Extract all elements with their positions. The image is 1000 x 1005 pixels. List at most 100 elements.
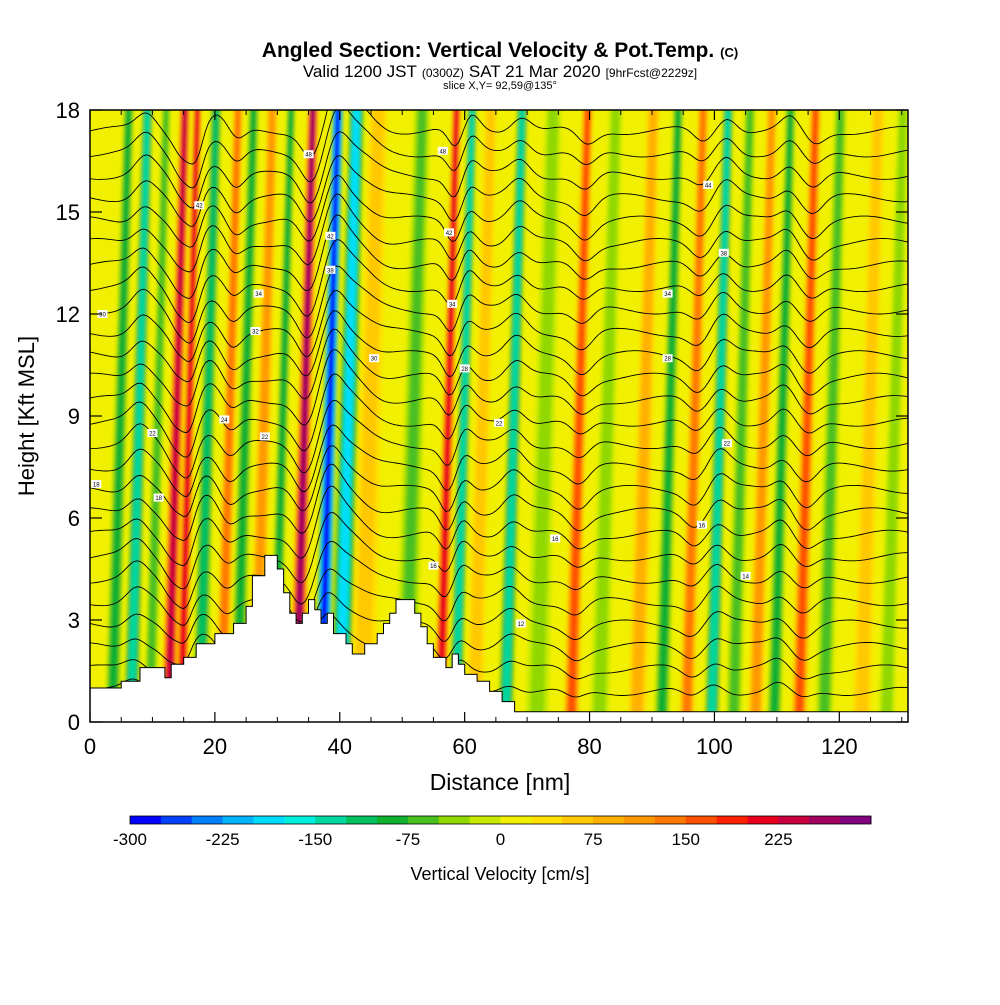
velocity-band: [354, 110, 384, 722]
velocity-band: [529, 110, 559, 722]
velocity-band: [127, 110, 150, 722]
y-axis: 0 3 6 9 12 15 18: [56, 98, 908, 735]
contour-label: 30: [371, 357, 378, 363]
colorbar-swatch: [284, 816, 316, 824]
contour-label-box: [447, 299, 458, 308]
potential-temperature-contours: [90, 110, 908, 714]
contour-label-box: [459, 364, 470, 373]
y-tick-label: 9: [68, 404, 80, 429]
contour-label-box: [194, 201, 205, 210]
velocity-band: [881, 110, 907, 722]
velocity-band: [593, 110, 620, 722]
velocity-band: [631, 110, 657, 722]
contour-label: 22: [261, 435, 268, 441]
isentrope-line: [90, 155, 908, 227]
colorbar-tick-label: -225: [206, 830, 240, 849]
colorbar-swatch: [654, 816, 687, 824]
chart-subtitle-valid: Valid 1200 JST (0300Z) SAT 21 Mar 2020 [9hr…: [303, 62, 697, 81]
velocity-band: [145, 110, 169, 722]
colorbar-swatch: [346, 816, 378, 824]
x-axis-label: Distance [nm]: [430, 769, 571, 795]
isentrope-line: [90, 214, 908, 299]
isentrope-line: [90, 239, 908, 324]
x-axis: 0 20 40 60 80 100 120: [84, 110, 903, 759]
contour-label-box: [740, 571, 751, 580]
x-tick-label: 100: [696, 734, 733, 759]
contour-label-box: [97, 310, 108, 318]
x-tick-label: 40: [328, 734, 352, 759]
x-tick-label: 0: [84, 734, 96, 759]
contour-label: 32: [252, 330, 259, 336]
colorbar-tick-label: -300: [113, 830, 147, 849]
contour-label: 34: [255, 292, 262, 298]
contour-label: 22: [149, 432, 156, 438]
contour-label-box: [718, 248, 729, 257]
isentrope-line: [90, 540, 908, 610]
contour-labels: 18 30 22 18 42 24 32 34 22 48 42 38 30 48 42 34 28 16 22 12…: [91, 146, 751, 628]
colorbar-frame: [129, 815, 872, 825]
y-tick-label: 15: [56, 200, 80, 225]
x-tick-label: 60: [452, 734, 476, 759]
contour-label-box: [253, 289, 264, 298]
contour-label: 16: [699, 523, 706, 529]
contour-label: 34: [664, 292, 671, 298]
velocity-band: [196, 110, 219, 722]
y-tick-label: 6: [68, 506, 80, 531]
colorbar-swatch: [562, 816, 594, 824]
contour-label: 44: [705, 183, 712, 189]
colorbar: -300 -225 -150 -75 0 75 150 225: [113, 815, 872, 849]
contour-label: 14: [742, 574, 749, 580]
velocity-field: [104, 110, 908, 722]
contour-label-box: [153, 493, 164, 502]
colorbar-swatch: [438, 816, 471, 824]
velocity-band: [657, 110, 681, 722]
colorbar-tick-label: 75: [584, 830, 603, 849]
colorbar-swatch: [377, 816, 409, 824]
contour-label-box: [428, 561, 439, 570]
colorbar-swatch: [222, 816, 254, 824]
contour-label-box: [250, 327, 261, 335]
isentrope-line: [90, 485, 908, 567]
isentrope-line: [90, 568, 908, 626]
contour-label-box: [662, 354, 673, 363]
colorbar-swatch: [130, 816, 162, 824]
contour-label-box: [662, 289, 673, 298]
colorbar-tick-label: -75: [396, 830, 421, 849]
contour-label-box: [303, 150, 314, 159]
colorbar-swatch: [747, 816, 779, 824]
velocity-band: [819, 110, 844, 722]
contour-label-box: [494, 418, 504, 427]
velocity-band: [468, 110, 495, 722]
velocity-band: [729, 110, 754, 722]
contour-label: 48: [439, 149, 446, 155]
velocity-band: [437, 110, 459, 722]
velocity-band: [233, 110, 257, 722]
contour-label: 28: [664, 357, 671, 363]
velocity-band: [770, 110, 794, 722]
velocity-band: [683, 110, 706, 722]
contour-label: 38: [327, 268, 334, 274]
colorbar-tick-label: 0: [496, 830, 505, 849]
contour-label: 34: [449, 302, 456, 308]
contour-label: 22: [724, 442, 731, 448]
isentrope-line: [90, 193, 908, 273]
colorbar-tick-label: -150: [298, 830, 332, 849]
isentrope-line: [90, 512, 908, 590]
contour-label: 24: [221, 418, 228, 424]
velocity-band: [400, 110, 427, 722]
isentrope-line: [90, 175, 908, 248]
contour-label-box: [91, 480, 102, 488]
contour-label-box: [325, 265, 336, 274]
isentrope-line: [90, 265, 908, 344]
contour-label-box: [259, 432, 270, 441]
contour-label: 18: [93, 483, 100, 489]
velocity-band: [795, 110, 818, 722]
y-tick-label: 3: [68, 608, 80, 633]
y-tick-label: 12: [56, 302, 80, 327]
terrain-mask: [90, 554, 908, 722]
colorbar-tick-label: 150: [672, 830, 700, 849]
y-tick-label: 18: [56, 98, 80, 123]
velocity-band: [567, 110, 591, 722]
contour-label: 16: [552, 537, 559, 543]
